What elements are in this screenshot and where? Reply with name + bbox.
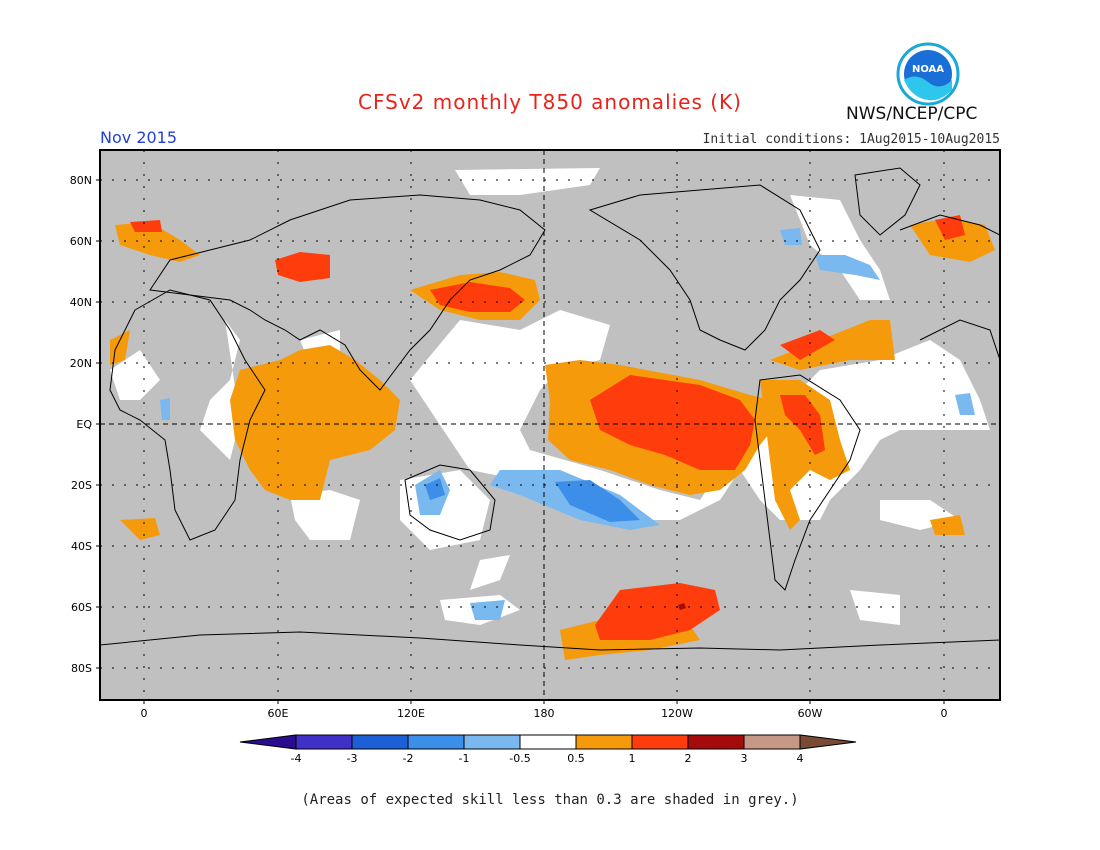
legend-swatch (295, 734, 353, 750)
lat-label: EQ (76, 418, 92, 431)
coastline-australia (404, 464, 496, 541)
legend-swatch (463, 734, 521, 750)
lat-label: 60N (70, 235, 92, 248)
red-region-south-america (780, 395, 825, 455)
coastlines (100, 167, 1000, 651)
lat-label: 40N (70, 296, 92, 309)
coastline-africa-east (919, 319, 1000, 361)
coastline-europe-east (899, 214, 1000, 236)
noaa-logo-icon: NOAA (896, 42, 960, 106)
legend-label: 4 (797, 752, 804, 765)
lon-labels: 0 60E 120E 180 120W 60W 0 (141, 707, 948, 720)
orange-region-south-atlantic-2 (930, 515, 965, 535)
lat-labels: 80N 60N 40N 20N EQ 20S 40S 60S 80S (70, 174, 93, 675)
agency-label: NWS/NCEP/CPC (846, 104, 978, 124)
lat-label: 80S (71, 662, 92, 675)
lon-label: 60W (798, 707, 823, 720)
legend-label: -2 (403, 752, 414, 765)
lon-label: 0 (141, 707, 148, 720)
orange-region-south-america (760, 380, 850, 530)
coastline-greenland (854, 167, 921, 236)
legend-label: -1 (459, 752, 470, 765)
white-region-africa (200, 320, 240, 460)
legend-label: -4 (291, 752, 302, 765)
white-region-west-africa (110, 350, 160, 400)
blue-region-south-atlantic (955, 393, 975, 415)
legend-arrow-right (799, 734, 857, 750)
lon-label: 60E (268, 707, 289, 720)
forecast-month: Nov 2015 (100, 128, 178, 147)
red-region-southern-ocean (595, 583, 720, 640)
legend-label: 1 (629, 752, 636, 765)
map-frame (99, 149, 1001, 701)
white-region-north-pacific (455, 168, 600, 195)
legend-swatch (631, 734, 689, 750)
lon-label: 120E (397, 707, 425, 720)
white-region-south-pacific (470, 555, 510, 590)
red-region-kuroshio (430, 282, 525, 312)
red-region-caribbean (780, 330, 835, 360)
orange-region-west-africa-coast (110, 330, 130, 365)
legend-arrow-left (239, 734, 297, 750)
lat-label: 80N (70, 174, 92, 187)
lat-label: 20N (70, 357, 92, 370)
lat-label: 20S (71, 479, 92, 492)
coastline-south-america (754, 374, 861, 591)
lon-label: 0 (941, 707, 948, 720)
color-legend: -4 -3 -2 -1 -0.5 0.5 1 2 3 4 (239, 734, 857, 765)
coastline-north-america (588, 184, 821, 351)
skill-note: (Areas of expected skill less than 0.3 a… (301, 792, 799, 808)
coastline-antarctica (100, 631, 1000, 651)
red-region-central-asia (275, 252, 330, 282)
legend-label: 0.5 (567, 752, 585, 765)
legend-swatch (743, 734, 801, 750)
legend-label: -0.5 (509, 752, 530, 765)
legend-swatch (575, 734, 633, 750)
white-region-south-indian (290, 490, 360, 540)
logo-text: NOAA (912, 64, 944, 75)
lat-label: 40S (71, 540, 92, 553)
legend-swatch (407, 734, 465, 750)
darkred-spot-southern-ocean (678, 603, 686, 610)
axis-ticks (96, 179, 945, 704)
map-title: CFSv2 monthly T850 anomalies (K) (358, 90, 742, 114)
blue-region-hudson (815, 255, 880, 280)
legend-label: 2 (685, 752, 692, 765)
legend-label: -3 (347, 752, 358, 765)
lon-label: 120W (661, 707, 693, 720)
lon-label: 180 (534, 707, 555, 720)
red-region-greenland-sea (935, 215, 965, 240)
blue-region-australia-core (425, 478, 445, 500)
legend-swatch (519, 734, 577, 750)
orange-region-north-atlantic (910, 218, 995, 262)
blue-region-southern-ocean (470, 600, 505, 620)
red-region-east-pacific (590, 375, 755, 470)
white-region-south-atlantic (850, 590, 900, 625)
legend-swatch (687, 734, 745, 750)
anomaly-map: 80N 60N 40N 20N EQ 20S 40S 60S 80S 0 60E… (70, 149, 1001, 765)
orange-region-south-atlantic (120, 518, 160, 540)
initial-conditions: Initial conditions: 1Aug2015-10Aug2015 (702, 132, 1000, 147)
lat-label: 60S (71, 601, 92, 614)
orange-region-indian-ocean (230, 345, 400, 500)
coastline-eurasia (149, 194, 546, 391)
legend-label: 3 (741, 752, 748, 765)
red-region-north-america (130, 220, 162, 232)
coastline-africa (109, 289, 266, 541)
blue-region-west-africa (160, 398, 170, 420)
blue-region-south-pacific-core (555, 480, 640, 522)
legend-swatch (351, 734, 409, 750)
